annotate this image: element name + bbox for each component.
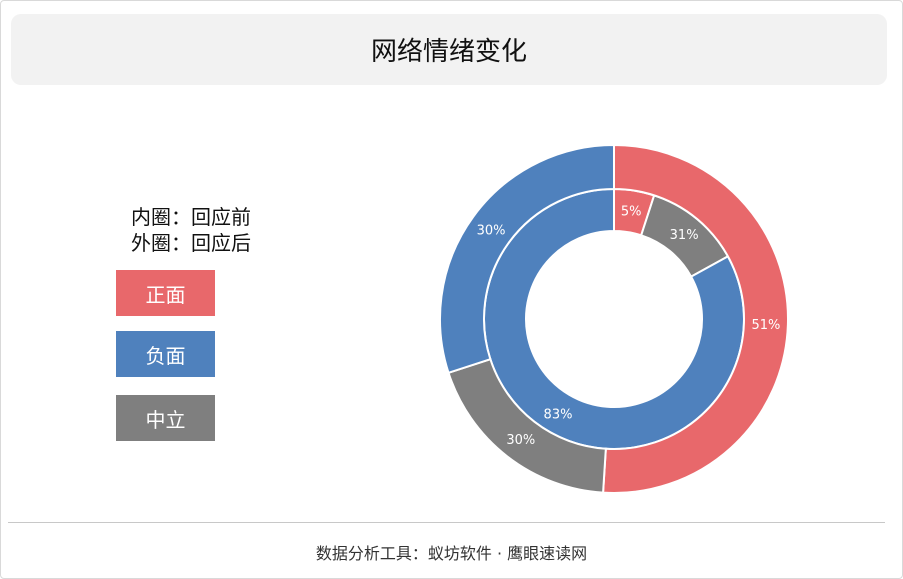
inner-ring-slice-negative-label: 83% xyxy=(544,408,573,423)
legend-item-negative: 负面 xyxy=(116,331,215,377)
legend-label-neutral: 中立 xyxy=(145,407,186,432)
outer-ring-slice-neutral-label: 30% xyxy=(506,433,535,448)
legend-item-positive: 正面 xyxy=(116,270,215,316)
legend-item-neutral: 中立 xyxy=(116,395,215,441)
inner-ring-slice-neutral-label: 31% xyxy=(670,228,699,243)
outer-ring-slice-negative xyxy=(439,143,615,375)
footer-divider xyxy=(8,522,885,523)
outer-ring-slice-positive-label: 51% xyxy=(751,318,780,333)
legend-label-positive: 正面 xyxy=(145,282,186,307)
footer-credit: 数据分析工具：蚁坊软件 · 鹰眼速读网 xyxy=(315,544,588,563)
outer-ring-slice-negative-label: 30% xyxy=(477,224,506,239)
inner-ring-slice-positive-label: 5% xyxy=(621,204,642,219)
legend-label-negative: 负面 xyxy=(145,343,186,368)
chart-title: 网络情绪变化 xyxy=(11,14,887,85)
outer-ring-slice-positive xyxy=(602,143,789,494)
outer-ring-note: 外圈：回应后 xyxy=(131,231,251,255)
inner-ring-note: 内圈：回应前 xyxy=(131,205,251,229)
